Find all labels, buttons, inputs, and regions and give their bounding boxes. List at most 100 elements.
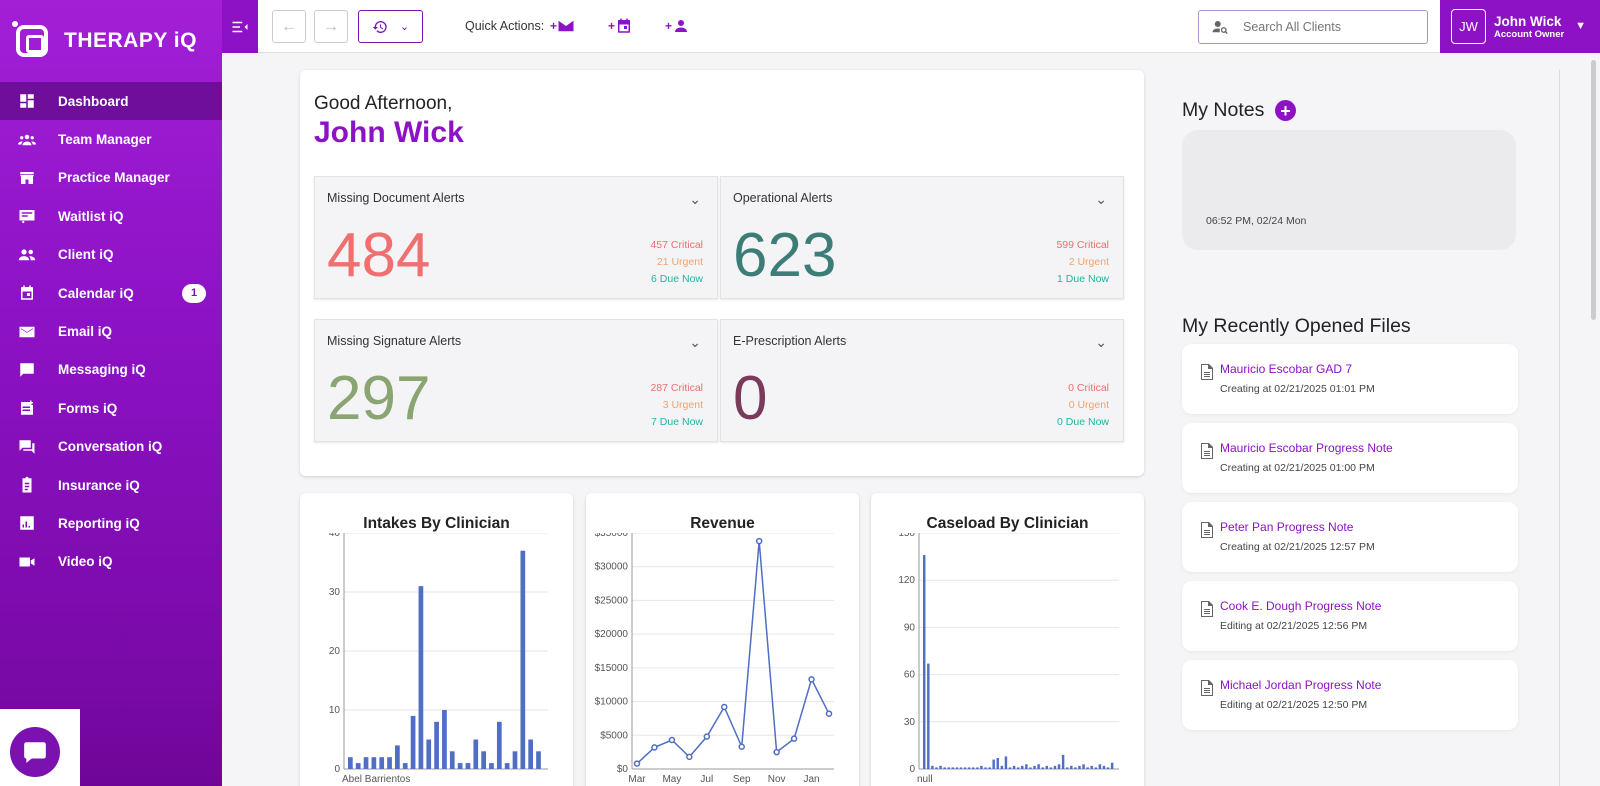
plus-label: +: [665, 19, 673, 33]
sidebar-item-practice-manager[interactable]: Practice Manager: [0, 159, 222, 197]
quick-actions-label: Quick Actions:: [465, 19, 545, 33]
bar: [980, 765, 983, 769]
bar: [496, 721, 502, 769]
quick-add-email-button[interactable]: +: [550, 16, 575, 36]
data-point: [651, 744, 658, 751]
chevron-down-icon: ▼: [1575, 20, 1586, 32]
sidebar-item-insurance-iq[interactable]: Insurance iQ: [0, 466, 222, 504]
recent-file-item[interactable]: Peter Pan Progress Note Creating at 02/21…: [1182, 502, 1518, 572]
file-name-link[interactable]: Peter Pan Progress Note: [1220, 520, 1354, 534]
sidebar-item-client-iq[interactable]: Client iQ: [0, 236, 222, 274]
chevron-down-icon: ⌄: [399, 21, 410, 33]
menu-toggle-button[interactable]: [222, 0, 258, 53]
file-name-link[interactable]: Michael Jordan Progress Note: [1220, 678, 1382, 692]
alert-title: Operational Alerts: [733, 191, 833, 205]
critical-count: 599 Critical: [1056, 239, 1109, 251]
y-tick-label: 30: [329, 587, 341, 598]
recent-file-item[interactable]: Michael Jordan Progress Note Editing at 0…: [1182, 660, 1518, 730]
bar: [1033, 765, 1036, 769]
y-tick-label: $0: [617, 764, 629, 775]
bar: [536, 751, 541, 769]
recent-file-item[interactable]: Mauricio Escobar Progress Note Creating a…: [1182, 423, 1518, 493]
data-point: [808, 676, 815, 683]
user-role: Account Owner: [1494, 28, 1565, 40]
data-point: [738, 743, 745, 750]
due-now-count: 7 Due Now: [651, 416, 703, 428]
bar: [1049, 767, 1053, 769]
critical-count: 287 Critical: [650, 382, 703, 394]
sidebar-item-dashboard[interactable]: Dashboard: [0, 82, 222, 121]
sidebar-item-reporting-iq[interactable]: Reporting iQ: [0, 504, 222, 542]
bar: [395, 745, 400, 769]
recent-file-item[interactable]: Mauricio Escobar GAD 7 Creating at 02/21/…: [1182, 344, 1518, 414]
data-point: [633, 760, 641, 767]
history-dropdown[interactable]: ⌄: [358, 10, 423, 43]
bar: [1106, 767, 1110, 769]
sidebar-item-email-iq[interactable]: Email iQ: [0, 312, 222, 350]
alert-card[interactable]: Missing Document Alerts ⌄ 484 457 Critical 2…: [314, 176, 718, 299]
alert-card[interactable]: E-Prescription Alerts ⌄ 0 0 Critical 0 Urgen…: [720, 319, 1124, 442]
conversation-icon: [18, 438, 36, 456]
quick-add-calendar-button[interactable]: +: [608, 16, 633, 36]
alert-title: E-Prescription Alerts: [733, 334, 847, 348]
document-icon: [1200, 443, 1214, 459]
sidebar-item-conversation-iq[interactable]: Conversation iQ: [0, 428, 222, 466]
brand[interactable]: THERAPY iQ: [0, 0, 222, 82]
recent-file-item[interactable]: Cook E. Dough Progress Note Editing at 02…: [1182, 581, 1518, 651]
data-point: [668, 736, 676, 744]
bar: [955, 767, 959, 769]
bar: [426, 739, 432, 769]
bar: [984, 767, 987, 769]
sidebar-item-team-manager[interactable]: Team Manager: [0, 120, 222, 158]
scrollbar[interactable]: [1591, 60, 1596, 320]
bar: [1098, 764, 1102, 769]
bar: [512, 751, 518, 769]
chevron-down-icon[interactable]: ⌄: [1095, 191, 1107, 207]
chevron-down-icon[interactable]: ⌄: [1095, 334, 1107, 350]
alert-card[interactable]: Operational Alerts ⌄ 623 599 Critical 2 Urge…: [720, 176, 1124, 299]
plus-label: +: [608, 19, 616, 33]
bar: [363, 757, 369, 769]
right-panel: [1160, 70, 1560, 786]
search-input[interactable]: [1243, 20, 1413, 34]
sidebar-item-forms-iq[interactable]: Forms iQ: [0, 389, 222, 427]
chevron-down-icon[interactable]: ⌄: [689, 191, 701, 207]
note-time: 06:52 PM, 02/24 Mon: [1206, 215, 1307, 227]
note-card[interactable]: 06:52 PM, 02/24 Mon: [1182, 130, 1516, 250]
add-client-icon: [675, 20, 688, 32]
quick-add-client-button[interactable]: +: [665, 16, 690, 36]
urgent-count: 3 Urgent: [662, 399, 703, 411]
bar: [1053, 765, 1057, 769]
chat-button[interactable]: [10, 727, 60, 777]
back-button[interactable]: ←: [272, 10, 306, 43]
file-name-link[interactable]: Mauricio Escobar GAD 7: [1220, 362, 1353, 376]
file-name-link[interactable]: Cook E. Dough Progress Note: [1220, 599, 1382, 613]
add-email-icon: [558, 20, 574, 32]
bar: [442, 710, 447, 769]
bar: [418, 586, 424, 769]
bar: [992, 759, 995, 769]
bar: [1078, 765, 1081, 769]
alert-card[interactable]: Missing Signature Alerts ⌄ 297 287 Critical…: [314, 319, 718, 442]
people-icon: [18, 246, 36, 264]
user-menu[interactable]: JW John Wick Account Owner ▼: [1440, 0, 1600, 53]
sidebar-item-waitlist-iq[interactable]: Waitlist iQ: [0, 197, 222, 235]
sidebar-item-messaging-iq[interactable]: Messaging iQ: [0, 351, 222, 389]
bar: [504, 763, 510, 769]
series-line: [636, 541, 830, 765]
brand-logo-icon: [12, 21, 48, 57]
bar: [1082, 764, 1085, 769]
email-icon: [18, 323, 36, 341]
chevron-down-icon[interactable]: ⌄: [689, 334, 701, 350]
client-search[interactable]: [1198, 10, 1428, 44]
file-name-link[interactable]: Mauricio Escobar Progress Note: [1220, 441, 1393, 455]
add-note-button[interactable]: +: [1275, 100, 1296, 121]
calendar-icon: [18, 284, 36, 302]
forward-button[interactable]: →: [314, 10, 348, 43]
sidebar-item-video-iq[interactable]: Video iQ: [0, 543, 222, 581]
bar: [927, 663, 930, 769]
file-meta: Creating at 02/21/2025 01:00 PM: [1220, 462, 1375, 474]
x-tick-label: May: [662, 774, 681, 785]
sidebar-item-calendar-iq[interactable]: Calendar iQ 1: [0, 274, 222, 312]
form-icon: [18, 399, 36, 417]
